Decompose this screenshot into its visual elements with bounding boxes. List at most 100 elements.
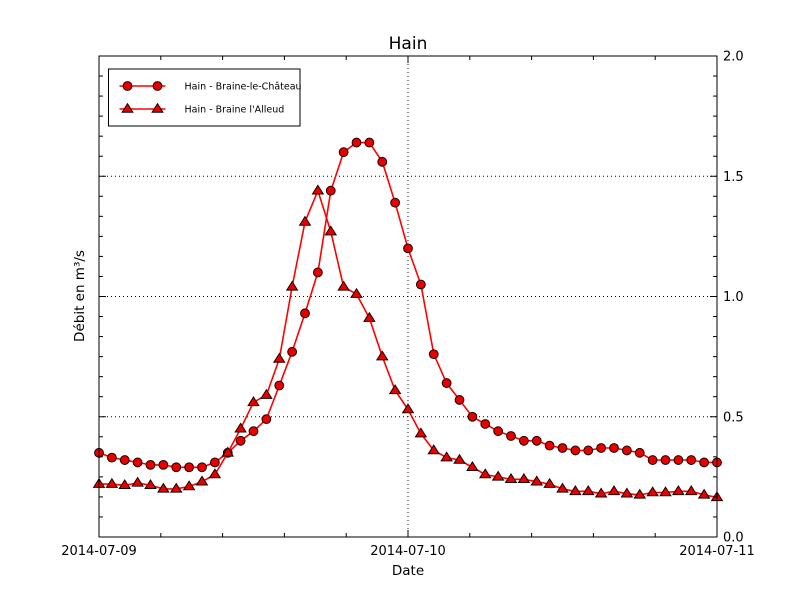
- circle-marker: [390, 197, 401, 208]
- triangle-marker: [272, 352, 286, 363]
- triangle-marker: [659, 486, 672, 497]
- triangle-marker: [324, 225, 338, 236]
- circle-marker: [428, 349, 439, 360]
- circle-marker: [531, 435, 542, 446]
- y-tick-label: 1.5: [723, 170, 744, 185]
- triangle-marker: [646, 486, 659, 497]
- triangle-marker: [414, 427, 428, 438]
- triangle-marker: [440, 451, 453, 462]
- legend-box: [108, 68, 301, 127]
- circle-marker: [673, 455, 684, 465]
- legend-marker-icon: [151, 102, 164, 113]
- triangle-marker: [466, 460, 479, 472]
- legend-marker-icon: [121, 102, 134, 113]
- triangle-marker: [594, 487, 608, 498]
- triangle-marker: [285, 280, 299, 291]
- circle-marker: [403, 243, 413, 254]
- triangle-marker: [311, 184, 325, 195]
- triangle-marker: [569, 485, 582, 496]
- triangle-marker: [633, 488, 647, 499]
- circle-marker: [145, 459, 156, 470]
- triangle-marker: [208, 468, 222, 479]
- gridlines: [99, 56, 717, 537]
- circle-marker: [325, 185, 336, 196]
- circle-marker: [557, 443, 568, 453]
- y-tick-label: 0.0: [723, 531, 744, 546]
- legend: Hain - Braine-le-Château Hain - Braine l'…: [108, 68, 302, 127]
- circle-marker: [686, 455, 697, 465]
- triangle-marker: [182, 480, 196, 491]
- circle-marker: [544, 440, 555, 451]
- y-tick-label: 2.0: [723, 50, 744, 65]
- x-axis-label: Date: [392, 563, 424, 579]
- circle-marker: [583, 445, 594, 456]
- triangle-marker: [234, 422, 247, 433]
- circle-marker: [467, 411, 478, 422]
- triangle-marker: [221, 446, 235, 457]
- triangle-marker: [427, 444, 441, 455]
- triangle-marker: [504, 473, 518, 484]
- legend-label: Hain - Braine l'Alleud: [185, 105, 285, 116]
- circle-marker: [699, 457, 710, 468]
- circle-marker: [364, 137, 375, 148]
- triangle-marker: [131, 476, 144, 487]
- circle-marker: [454, 395, 465, 405]
- legend-item: Hain - Braine-le-Château: [119, 81, 302, 93]
- circle-marker: [415, 279, 426, 290]
- triangle-marker: [620, 487, 634, 498]
- legend-item: Hain - Braine l'Alleud: [119, 102, 285, 116]
- triangle-marker: [401, 403, 415, 414]
- circle-marker: [660, 455, 671, 465]
- x-tick-label: 2014-07-10: [370, 544, 446, 559]
- circle-marker: [235, 435, 246, 446]
- legend-marker-icon: [122, 81, 133, 91]
- triangle-marker: [530, 475, 544, 486]
- triangle-marker: [517, 473, 531, 484]
- triangle-marker: [195, 475, 209, 486]
- triangle-marker: [684, 485, 698, 496]
- circle-marker: [518, 435, 529, 446]
- triangle-marker: [118, 479, 132, 490]
- circle-marker: [621, 445, 632, 456]
- triangle-marker: [298, 215, 312, 226]
- circle-marker: [300, 308, 310, 319]
- series-hain-braine-l-alleud: [92, 184, 724, 502]
- circle-marker: [351, 137, 362, 148]
- y-tick-label: 1.0: [723, 290, 744, 305]
- triangle-marker: [350, 287, 363, 298]
- legend-label: Hain - Braine-le-Château: [185, 82, 302, 93]
- x-tick-label: 2014-07-11: [679, 544, 755, 559]
- triangle-marker: [105, 477, 119, 488]
- y-tick-label: 0.5: [723, 410, 744, 425]
- triangle-marker: [697, 488, 711, 499]
- circle-marker: [209, 457, 220, 468]
- triangle-marker: [247, 396, 260, 407]
- circle-marker: [609, 443, 619, 453]
- circle-marker: [441, 378, 452, 388]
- circle-marker: [106, 452, 117, 463]
- y-axis-label: Débit en m³/s: [72, 250, 88, 342]
- circle-marker: [248, 426, 259, 437]
- triangle-marker: [388, 384, 402, 395]
- chart-title: Hain: [389, 34, 428, 54]
- circle-marker: [287, 346, 298, 357]
- triangle-marker: [607, 485, 621, 496]
- triangle-marker: [543, 477, 556, 488]
- triangle-marker: [478, 468, 492, 479]
- circle-marker: [184, 462, 195, 473]
- axis-ticks: [98, 55, 718, 538]
- triangle-marker: [363, 311, 376, 322]
- circle-marker: [493, 426, 504, 437]
- circle-marker: [570, 445, 581, 456]
- series-hain-braine-le-ch-teau: [94, 137, 722, 473]
- triangle-marker: [375, 350, 389, 361]
- triangle-marker: [260, 388, 273, 399]
- circle-marker: [338, 147, 349, 158]
- triangle-marker: [453, 453, 466, 464]
- x-tick-label: 2014-07-09: [61, 544, 137, 559]
- triangle-marker: [169, 482, 183, 493]
- triangle-marker: [581, 485, 595, 496]
- circle-marker: [171, 462, 182, 473]
